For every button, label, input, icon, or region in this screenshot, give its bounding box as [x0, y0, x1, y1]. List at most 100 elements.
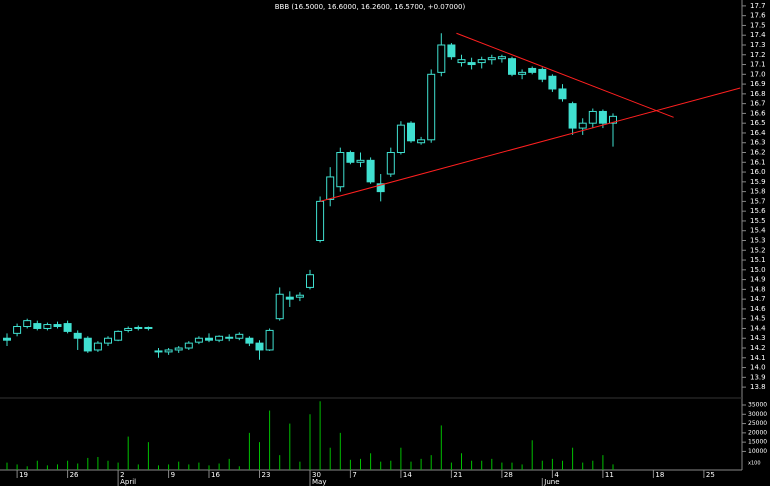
y-tick-label: 16.8 — [750, 90, 766, 98]
x-tick-label: 21 — [453, 471, 462, 479]
y-tick-label: 15.7 — [750, 197, 766, 205]
candle-body — [215, 335, 224, 341]
candle-body — [114, 330, 123, 341]
y-tick-label: 14.1 — [750, 354, 766, 362]
y-tick-label: 14.9 — [750, 276, 766, 284]
y-tick-label: 15.6 — [750, 207, 766, 215]
candle-body — [437, 44, 446, 73]
candle-body — [23, 320, 32, 328]
chart-title: BBB (16.5000, 16.6000, 16.2600, 16.5700,… — [275, 3, 466, 11]
candle-body — [487, 57, 496, 61]
y-tick-label: 14.3 — [750, 334, 766, 342]
y-tick-label: 16.5 — [750, 119, 766, 127]
candle-body — [326, 176, 335, 200]
candle-body — [174, 347, 183, 351]
candle-body — [336, 152, 345, 188]
volume-unit: x100 — [748, 461, 761, 467]
y-tick-label: 15.1 — [750, 256, 766, 264]
y-tick-label: 17.1 — [750, 61, 766, 69]
y-tick-label: 15.3 — [750, 236, 766, 244]
x-tick-label: 19 — [19, 471, 28, 479]
y-tick-label: 16.6 — [750, 109, 766, 117]
candle-body — [93, 342, 102, 351]
y-tick-label: 16.7 — [750, 100, 766, 108]
candle-body — [427, 73, 436, 141]
candle-body — [285, 296, 294, 300]
x-tick-label: 14 — [403, 471, 412, 479]
candle-body — [73, 332, 82, 339]
y-tick-label: 17.5 — [750, 21, 766, 29]
candle-body — [407, 122, 415, 142]
candle-body — [528, 67, 537, 73]
y-tick-label: 14.6 — [750, 305, 766, 313]
volume-tick-label: 35000 — [748, 402, 767, 409]
candle-body — [386, 152, 395, 175]
y-tick-label: 17.4 — [750, 31, 766, 39]
y-tick-label: 14.8 — [750, 285, 766, 293]
y-tick-label: 17.2 — [750, 51, 766, 59]
month-label: May — [312, 478, 326, 486]
y-tick-label: 16.1 — [750, 158, 766, 166]
x-tick-label: 18 — [655, 471, 664, 479]
y-tick-label: 16.2 — [750, 149, 766, 157]
candle-body — [417, 139, 426, 144]
volume-tick-label: 20000 — [748, 429, 767, 436]
y-tick-label: 14.2 — [750, 344, 766, 352]
y-tick-label: 17.3 — [750, 41, 766, 49]
candle-body — [13, 326, 22, 334]
x-tick-label: 7 — [352, 471, 356, 479]
candle-body — [447, 44, 456, 58]
y-tick-label: 13.9 — [750, 373, 766, 381]
candle-body — [598, 110, 607, 124]
candle-body — [235, 333, 244, 339]
x-tick-label: 23 — [262, 471, 271, 479]
candle-body — [3, 337, 11, 341]
x-tick-label: 26 — [70, 471, 79, 479]
candle-body — [83, 337, 92, 352]
y-tick-label: 14.4 — [750, 324, 766, 332]
candle-body — [164, 349, 173, 353]
y-tick-label: 15.0 — [750, 266, 766, 274]
candle-body — [225, 336, 234, 339]
candle-body — [154, 350, 163, 353]
month-label: June — [543, 478, 559, 486]
candle-body — [356, 159, 365, 163]
candle-body — [306, 274, 314, 288]
candle-body — [558, 88, 567, 100]
candle-body — [144, 326, 153, 329]
candle-body — [194, 337, 203, 343]
candle-body — [477, 59, 486, 64]
y-tick-label: 16.9 — [750, 80, 766, 88]
candle-body — [43, 324, 52, 329]
candle-body — [265, 329, 274, 351]
candle-body — [578, 122, 587, 129]
candle-body — [255, 342, 264, 351]
y-tick-label: 16.0 — [750, 168, 766, 176]
x-tick-label: 11 — [605, 471, 614, 479]
y-tick-label: 17.0 — [750, 70, 766, 78]
candle-body — [588, 110, 597, 124]
x-tick-label: 9 — [171, 471, 175, 479]
candle-body — [497, 56, 506, 60]
candle-body — [295, 294, 304, 298]
x-tick-label: 16 — [211, 471, 220, 479]
candle-body — [609, 115, 617, 124]
y-tick-label: 17.6 — [750, 12, 766, 20]
candle-body — [346, 152, 355, 163]
candle-body — [275, 293, 284, 320]
y-tick-label: 17.7 — [750, 2, 766, 10]
volume-tick-label: 30000 — [748, 411, 767, 418]
trend-line — [319, 87, 741, 202]
x-tick-label: 30 — [312, 471, 321, 479]
volume-tick-label: 25000 — [748, 420, 767, 427]
x-tick-label: 4 — [554, 471, 559, 479]
candle-body — [134, 326, 143, 329]
candle-body — [518, 71, 527, 75]
y-tick-label: 16.4 — [750, 129, 766, 137]
candle-body — [548, 75, 557, 90]
candle-body — [205, 337, 213, 341]
volume-tick-label: 10000 — [748, 448, 767, 455]
candle-body — [467, 62, 476, 66]
